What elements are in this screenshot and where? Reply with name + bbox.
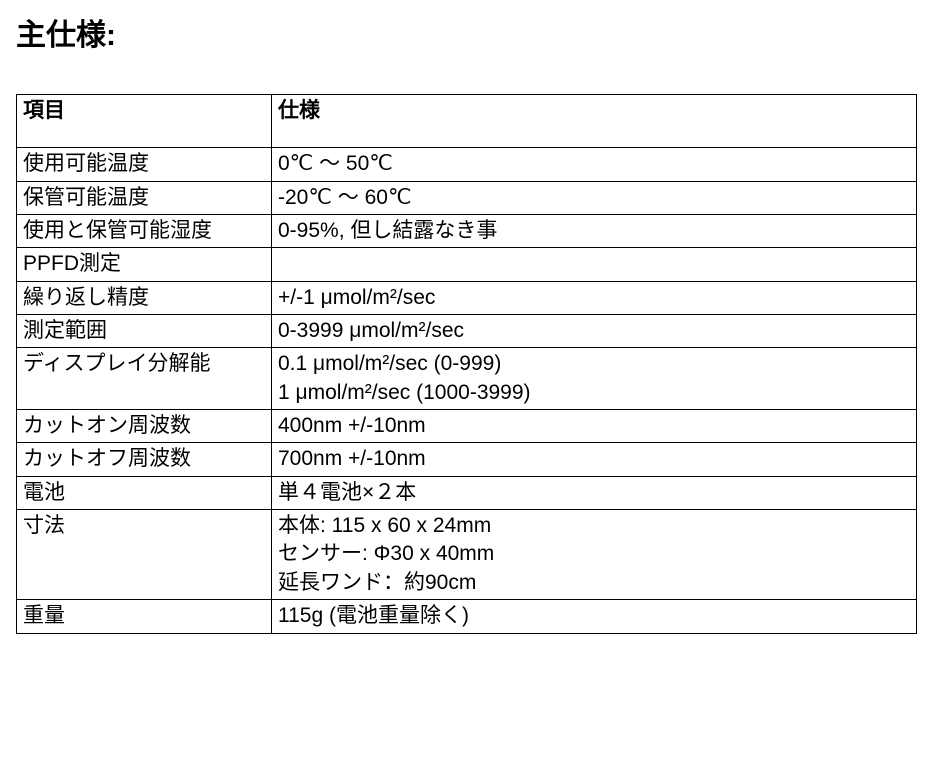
row-value: +/-1 μmol/m²/sec [272,281,917,314]
row-value: -20℃ ～ 60℃ [272,181,917,214]
row-label: 使用可能温度 [17,148,272,181]
row-label: 電池 [17,476,272,509]
section-label: PPFD測定 [17,248,272,281]
row-label: カットオン周波数 [17,410,272,443]
table-row: 保管可能温度 -20℃ ～ 60℃ [17,181,917,214]
header-col-item: 項目 [17,95,272,148]
row-label: 寸法 [17,510,272,600]
row-label: 繰り返し精度 [17,281,272,314]
row-value: 115g (電池重量除く) [272,600,917,633]
table-row: ディスプレイ分解能 0.1 μmol/m²/sec (0-999) 1 μmol… [17,348,917,410]
row-label: 保管可能温度 [17,181,272,214]
row-value: 700nm +/-10nm [272,443,917,476]
row-label: 重量 [17,600,272,633]
row-label: 使用と保管可能湿度 [17,215,272,248]
row-label: ディスプレイ分解能 [17,348,272,410]
row-label: 測定範囲 [17,315,272,348]
table-section-row: PPFD測定 [17,248,917,281]
table-row: 測定範囲 0-3999 μmol/m²/sec [17,315,917,348]
table-row: 重量 115g (電池重量除く) [17,600,917,633]
row-value: 0.1 μmol/m²/sec (0-999) 1 μmol/m²/sec (1… [272,348,917,410]
row-value: 0℃ ～ 50℃ [272,148,917,181]
table-row: 使用可能温度 0℃ ～ 50℃ [17,148,917,181]
table-row: 寸法 本体: 115 x 60 x 24mm センサー: Φ30 x 40mm … [17,510,917,600]
table-row: 繰り返し精度 +/-1 μmol/m²/sec [17,281,917,314]
row-value: 単４電池×２本 [272,476,917,509]
header-col-spec: 仕様 [272,95,917,148]
table-row: カットオフ周波数 700nm +/-10nm [17,443,917,476]
page-title: 主仕様: [16,10,926,54]
row-value: 400nm +/-10nm [272,410,917,443]
table-row: 使用と保管可能湿度 0-95%, 但し結露なき事 [17,215,917,248]
row-label: カットオフ周波数 [17,443,272,476]
row-value: 本体: 115 x 60 x 24mm センサー: Φ30 x 40mm 延長ワ… [272,510,917,600]
row-value: 0-95%, 但し結露なき事 [272,215,917,248]
table-row: カットオン周波数 400nm +/-10nm [17,410,917,443]
table-row: 電池 単４電池×２本 [17,476,917,509]
table-header-row: 項目 仕様 [17,95,917,148]
row-value: 0-3999 μmol/m²/sec [272,315,917,348]
row-value [272,248,917,281]
spec-table: 項目 仕様 使用可能温度 0℃ ～ 50℃ 保管可能温度 -20℃ ～ 60℃ … [16,94,917,634]
